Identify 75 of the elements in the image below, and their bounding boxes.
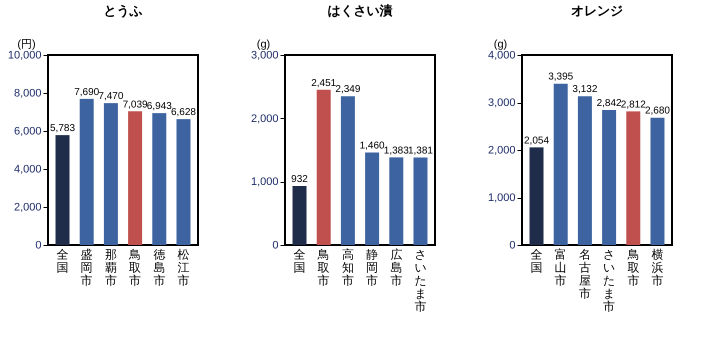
data-label: 932 <box>291 174 308 185</box>
data-label: 6,628 <box>170 107 196 118</box>
x-tick-label: 鳥取市 <box>626 248 640 288</box>
bar <box>104 103 118 245</box>
y-tick-label: 10,000 <box>8 50 42 62</box>
x-tick-label: 松江市 <box>177 248 190 288</box>
bar <box>128 111 142 245</box>
bar <box>340 96 355 245</box>
data-label: 2,812 <box>620 99 646 110</box>
bar <box>602 110 616 245</box>
x-tick-label: 全国 <box>294 248 306 274</box>
x-tick-label: さいたま市 <box>414 248 426 314</box>
x-tick-label: 広島市 <box>390 248 402 288</box>
y-tick-label: 1,000 <box>488 192 516 204</box>
x-tick-label: 富山市 <box>554 248 567 288</box>
bar <box>316 90 331 245</box>
y-tick-label: 4,000 <box>488 50 516 62</box>
data-label: 3,395 <box>548 72 574 83</box>
x-tick-label: 盛岡市 <box>80 248 93 288</box>
bar <box>152 113 166 245</box>
x-tick-label: 全国 <box>56 248 69 274</box>
data-label: 1,460 <box>360 140 386 152</box>
bar <box>413 158 428 245</box>
data-label: 1,381 <box>408 146 434 157</box>
x-tick-label: 全国 <box>530 248 543 274</box>
y-tick-label: 2,000 <box>14 202 42 214</box>
data-label: 2,680 <box>644 106 670 117</box>
data-label: 2,842 <box>596 98 622 110</box>
data-label: 7,690 <box>74 86 100 98</box>
data-label: 3,132 <box>572 84 598 96</box>
x-tick-label: 鳥取市 <box>316 248 330 288</box>
bar <box>626 111 640 245</box>
bar <box>554 84 568 245</box>
x-tick-label: 徳島市 <box>153 248 166 288</box>
x-tick-label: さいたま市 <box>603 248 616 314</box>
data-label: 2,349 <box>335 84 361 96</box>
bar <box>80 98 94 245</box>
y-tick-label: 3,000 <box>488 97 516 109</box>
data-label: 7,470 <box>98 91 124 102</box>
chart-title: はくさい漬 <box>328 3 392 18</box>
y-axis-title: (円) <box>17 38 36 50</box>
y-tick-label: 2,000 <box>250 112 278 125</box>
data-label: 5,783 <box>50 123 76 134</box>
x-tick-label: 静岡市 <box>366 248 378 288</box>
bar <box>650 118 664 245</box>
data-label: 1,383 <box>384 145 410 156</box>
bar <box>530 147 544 245</box>
y-tick-label: 4,000 <box>14 164 42 176</box>
x-tick-label: 横浜市 <box>651 248 664 288</box>
y-tick-label: 0 <box>272 240 278 252</box>
y-tick-label: 1,000 <box>250 176 278 188</box>
data-label: 7,039 <box>122 99 148 110</box>
bar <box>56 135 70 245</box>
x-tick-label: 那覇市 <box>104 248 117 288</box>
y-axis-title: (g) <box>494 38 508 50</box>
y-tick-label: 6,000 <box>14 126 42 138</box>
bar <box>389 157 404 245</box>
x-tick-label: 名古屋市 <box>578 248 591 300</box>
chart-title: とうふ <box>104 3 142 18</box>
chart-title: オレンジ <box>571 3 623 18</box>
bar <box>292 186 307 245</box>
x-tick-label: 鳥取市 <box>128 248 142 288</box>
bar <box>578 96 592 245</box>
bar <box>176 119 190 245</box>
data-label: 6,943 <box>146 101 172 112</box>
x-tick-label: 高知市 <box>342 248 354 288</box>
y-axis-title: (g) <box>256 38 270 50</box>
y-tick-label: 8,000 <box>14 88 42 100</box>
y-tick-label: 0 <box>35 240 42 252</box>
y-tick-label: 2,000 <box>488 144 516 156</box>
bar <box>365 152 380 245</box>
y-tick-label: 0 <box>509 240 516 252</box>
data-label: 2,054 <box>524 135 550 146</box>
y-tick-label: 3,000 <box>250 50 278 62</box>
data-label: 2,451 <box>311 78 337 89</box>
